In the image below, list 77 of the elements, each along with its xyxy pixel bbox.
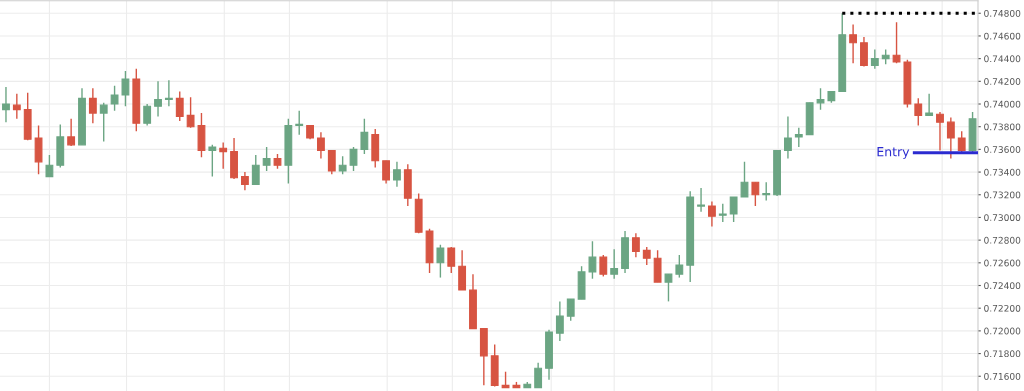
candlestick [675, 254, 684, 279]
candlestick [164, 79, 173, 107]
candlestick [317, 131, 325, 160]
candlestick [697, 187, 705, 213]
candlestick [88, 87, 97, 124]
candlestick [588, 240, 597, 280]
candlestick [262, 146, 271, 172]
candlestick [143, 103, 152, 127]
candlestick [186, 96, 195, 129]
candlestick [295, 110, 304, 136]
candlestick [219, 141, 228, 170]
y-tick-label: 0.74600 [984, 32, 1021, 40]
candlestick [436, 243, 445, 279]
candlestick [860, 36, 868, 68]
candlestick [762, 181, 771, 202]
candlestick [327, 149, 336, 176]
candlestick [794, 127, 803, 148]
candlestick [154, 80, 162, 118]
candlestick [534, 361, 543, 389]
candlestick [642, 246, 651, 266]
candlestick [610, 248, 619, 280]
candlestick [914, 97, 923, 127]
candlestick [849, 23, 858, 64]
candlestick [240, 171, 249, 191]
candlestick [631, 232, 640, 258]
candlestick [870, 48, 879, 70]
y-tick-label: 0.73000 [984, 214, 1021, 221]
candlestick [12, 93, 21, 120]
y-tick-label: 0.71800 [984, 350, 1021, 358]
candlestick [2, 86, 10, 123]
candlestick [382, 160, 391, 185]
candlestick [664, 273, 673, 303]
y-tick-label: 0.72600 [984, 259, 1021, 267]
candlestick [99, 102, 108, 143]
candlestick [718, 203, 727, 223]
candlestick [67, 118, 76, 147]
candlestick [175, 90, 184, 122]
candlestick [892, 21, 901, 64]
candlestick [251, 154, 260, 186]
candlestick [599, 254, 608, 278]
candlestick [121, 70, 130, 107]
candlestick [740, 161, 749, 198]
y-tick-label: 0.74800 [984, 9, 1021, 17]
y-tick-label: 0.74400 [984, 55, 1021, 63]
y-tick-label: 0.73400 [984, 168, 1021, 176]
candlestick [338, 155, 347, 176]
y-tick-label: 0.72000 [984, 327, 1021, 335]
y-tick-label: 0.71600 [984, 372, 1021, 380]
candlestick [925, 93, 934, 117]
candlestick [349, 146, 358, 172]
candlestick [360, 118, 369, 155]
ref-line-label: Entry [877, 147, 910, 159]
candlestick [458, 249, 467, 291]
candlestick [393, 161, 401, 188]
y-tick-label: 0.73800 [984, 123, 1021, 131]
candlestick [555, 300, 564, 342]
candlestick [784, 115, 792, 160]
candlestick [729, 196, 738, 223]
candlestick [110, 85, 119, 112]
y-tick-label: 0.72200 [984, 304, 1021, 312]
candlestick [653, 249, 662, 283]
candlestick [34, 124, 43, 176]
candlestick [707, 200, 716, 228]
y-tick-label: 0.72800 [984, 236, 1021, 244]
candlestick [45, 154, 54, 178]
candlestick [946, 116, 955, 160]
candlestick [208, 144, 217, 178]
y-tick-label: 0.72400 [984, 282, 1021, 290]
y-tick-label: 0.74000 [984, 100, 1021, 108]
y-tick-label: 0.73600 [984, 146, 1021, 153]
candlestick [751, 181, 760, 207]
y-tick-label: 0.73200 [984, 191, 1021, 199]
y-tick-label: 0.74200 [984, 78, 1021, 85]
candlestick [447, 246, 456, 274]
candlestick [566, 298, 575, 322]
candlestick [816, 87, 825, 111]
candlestick [936, 111, 944, 152]
